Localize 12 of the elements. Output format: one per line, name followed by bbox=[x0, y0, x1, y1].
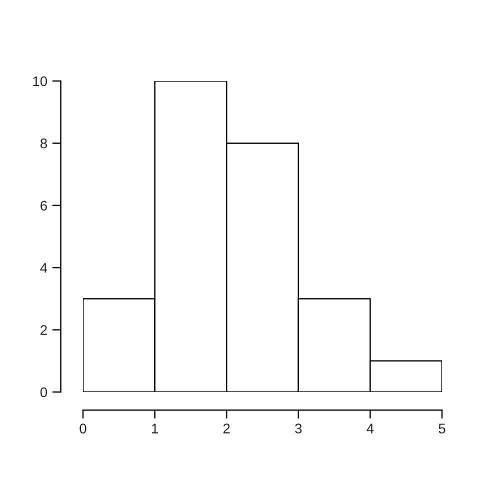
x-tick-label: 0 bbox=[80, 424, 86, 434]
x-tick-label: 2 bbox=[223, 424, 230, 434]
x-tick-label: 5 bbox=[438, 424, 446, 434]
y-tick-label: 0 bbox=[40, 387, 48, 398]
x-tick-label: 1 bbox=[152, 424, 158, 434]
y-tick-label: 8 bbox=[40, 138, 47, 148]
y-tick-label: 4 bbox=[40, 263, 48, 273]
y-tick-label: 10 bbox=[33, 76, 48, 86]
y-tick-label: 2 bbox=[40, 325, 47, 335]
x-tick-label: 3 bbox=[295, 424, 302, 434]
y-tick-label: 6 bbox=[40, 200, 47, 211]
x-tick-label: 4 bbox=[366, 424, 374, 434]
